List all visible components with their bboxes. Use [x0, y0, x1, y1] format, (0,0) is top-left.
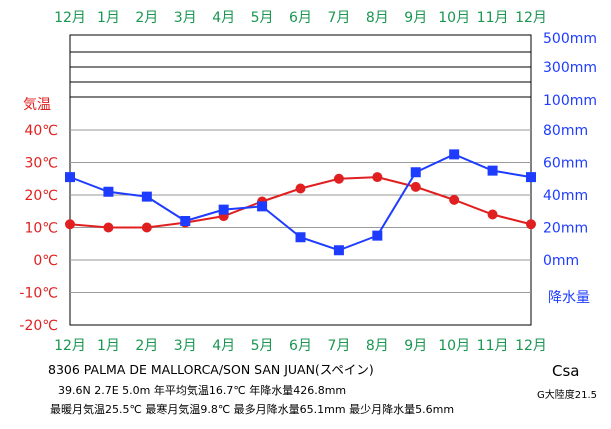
month-label-bottom: 5月	[251, 338, 274, 354]
precipitation-point	[141, 191, 152, 202]
precipitation-point	[295, 232, 306, 243]
precipitation-tick-label: 80mm	[543, 123, 588, 139]
month-label-top: 12月	[54, 10, 86, 26]
month-label-top: 10月	[438, 10, 470, 26]
temperature-tick-label: -10℃	[19, 286, 58, 302]
month-label-top: 3月	[174, 10, 197, 26]
precipitation-point	[372, 230, 383, 241]
month-label-bottom: 12月	[54, 338, 86, 354]
precipitation-point	[257, 201, 268, 212]
month-label-top: 11月	[477, 10, 509, 26]
month-label-top: 5月	[251, 10, 274, 26]
month-label-bottom: 7月	[327, 338, 350, 354]
plot-frame	[69, 34, 532, 326]
precipitation-point	[218, 204, 229, 215]
station-stats-line: 39.6N 2.7E 5.0m 年平均気温16.7℃ 年降水量426.8mm	[58, 383, 346, 397]
temperature-point	[526, 219, 536, 230]
temperature-point	[449, 194, 460, 205]
temperature-point	[410, 181, 421, 192]
precipitation-point	[526, 172, 536, 183]
month-label-top: 12月	[515, 10, 547, 26]
precipitation-tick-label: 500mm	[543, 31, 597, 47]
month-label-bottom: 2月	[135, 338, 158, 354]
precipitation-tick-label: 60mm	[543, 156, 588, 172]
precipitation-point	[333, 245, 344, 256]
temperature-tick-label: 20℃	[24, 188, 58, 204]
temperature-point	[65, 219, 75, 230]
month-label-top: 1月	[97, 10, 120, 26]
month-label-top: 8月	[366, 10, 389, 26]
continentality-note: G大陸度21.5	[537, 388, 597, 401]
temperature-point	[141, 222, 152, 233]
month-label-top: 9月	[404, 10, 427, 26]
month-label-bottom: 6月	[289, 338, 312, 354]
month-label-top: 4月	[212, 10, 235, 26]
temperature-tick-label: 10℃	[24, 221, 58, 237]
precipitation-axis-ticks: 80mm 60mm 40mm 20mm 0mm 500mm 300mm 100mm	[543, 31, 597, 269]
month-label-bottom: 4月	[212, 338, 235, 354]
climate-class: Csa	[552, 362, 579, 380]
month-label-bottom: 1月	[97, 338, 120, 354]
month-label-bottom: 8月	[366, 338, 389, 354]
precipitation-tick-label: 100mm	[543, 93, 597, 109]
top-month-labels: 12月 1月 2月 3月 4月 5月 6月 7月 8月 9月 10月 11月 12月	[54, 10, 547, 26]
precipitation-point	[180, 216, 191, 226]
precipitation-point	[65, 172, 75, 183]
bottom-month-labels: 12月 1月 2月 3月 4月 5月 6月 7月 8月 9月 10月 11月 12月	[54, 338, 547, 354]
month-label-bottom: 12月	[515, 338, 547, 354]
temperature-point	[333, 173, 344, 184]
month-label-top: 6月	[289, 10, 312, 26]
month-label-top: 7月	[327, 10, 350, 26]
temperature-axis-label: 気温	[23, 97, 51, 113]
precipitation-point	[410, 167, 421, 178]
precipitation-tick-label: 300mm	[543, 60, 597, 76]
precipitation-point	[487, 165, 498, 176]
temperature-point	[372, 172, 383, 183]
temperature-tick-label: 40℃	[24, 123, 58, 139]
precipitation-tick-label: 0mm	[543, 253, 579, 269]
temperature-tick-label: 30℃	[24, 156, 58, 172]
month-label-top: 2月	[135, 10, 158, 26]
temperature-axis-ticks: 40℃ 30℃ 20℃ 10℃ 0℃ -10℃ -20℃	[19, 123, 58, 334]
temperature-tick-label: -20℃	[19, 318, 58, 334]
temperature-point	[487, 209, 498, 220]
precipitation-point	[449, 149, 460, 160]
month-label-bottom: 9月	[404, 338, 427, 354]
series-layer	[65, 149, 536, 256]
station-extremes-line: 最暖月気温25.5℃ 最寒月気温9.8℃ 最多月降水量65.1mm 最少月降水量…	[50, 402, 454, 416]
temperature-point	[295, 183, 306, 194]
precipitation-tick-label: 40mm	[543, 188, 588, 204]
month-label-bottom: 3月	[174, 338, 197, 354]
precipitation-point	[103, 186, 114, 197]
temperature-tick-label: 0℃	[33, 253, 58, 269]
precipitation-axis-label: 降水量	[548, 290, 590, 306]
precipitation-tick-label: 20mm	[543, 221, 588, 237]
station-line: 8306 PALMA DE MALLORCA/SON SAN JUAN(スペイン…	[48, 362, 374, 377]
month-label-bottom: 10月	[438, 338, 470, 354]
month-label-bottom: 11月	[477, 338, 509, 354]
temperature-point	[103, 222, 114, 233]
